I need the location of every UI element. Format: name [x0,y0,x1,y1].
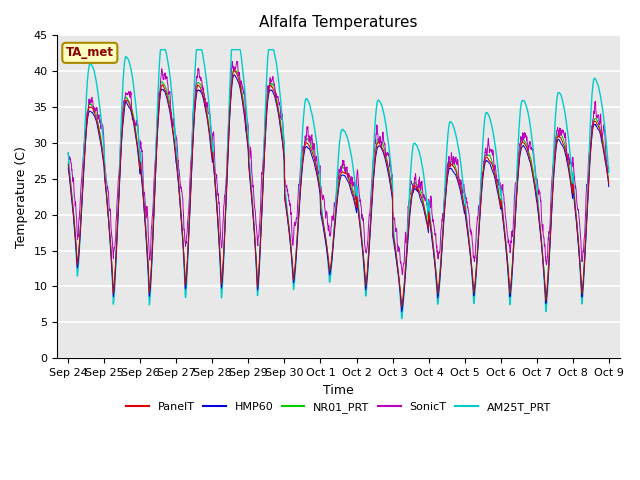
NR01_PRT [230,65,237,71]
SonicT [65,150,72,156]
NR01_PRT [328,259,335,264]
NR01_PRT [589,118,597,123]
Line: AM25T_PRT: AM25T_PRT [68,50,609,319]
SonicT [398,272,406,277]
PanelT [65,161,72,167]
SonicT [590,110,598,116]
NR01_PRT [65,159,72,165]
PanelT [590,120,598,126]
AM25T_PRT [157,47,164,53]
Title: Alfalfa Temperatures: Alfalfa Temperatures [259,15,418,30]
AM25T_PRT [65,150,72,156]
SonicT [491,168,499,173]
PanelT [398,304,406,310]
PanelT [230,68,238,73]
HMP60 [398,309,406,314]
PanelT [92,114,100,120]
HMP60 [590,122,598,128]
Line: HMP60: HMP60 [68,75,609,312]
HMP60 [328,262,335,267]
PanelT [313,168,321,174]
HMP60 [589,123,597,129]
SonicT [328,224,335,229]
AM25T_PRT [313,144,321,149]
HMP60 [605,184,612,190]
NR01_PRT [398,305,406,311]
SonicT [589,115,597,121]
HMP60 [230,72,238,78]
Line: PanelT: PanelT [68,71,609,307]
Y-axis label: Temperature (C): Temperature (C) [15,146,28,248]
HMP60 [92,117,100,122]
NR01_PRT [605,179,612,184]
NR01_PRT [491,168,499,174]
Line: NR01_PRT: NR01_PRT [68,68,609,308]
PanelT [491,170,499,176]
AM25T_PRT [605,169,612,175]
AM25T_PRT [328,265,335,271]
HMP60 [491,173,499,179]
AM25T_PRT [589,79,597,84]
PanelT [328,259,335,264]
AM25T_PRT [590,77,598,83]
SonicT [605,165,612,170]
HMP60 [65,165,72,171]
NR01_PRT [313,166,321,172]
SonicT [313,160,321,166]
AM25T_PRT [398,316,406,322]
Legend: PanelT, HMP60, NR01_PRT, SonicT, AM25T_PRT: PanelT, HMP60, NR01_PRT, SonicT, AM25T_P… [122,397,555,417]
X-axis label: Time: Time [323,384,354,396]
PanelT [605,180,612,186]
PanelT [589,121,597,127]
Text: TA_met: TA_met [66,47,114,60]
HMP60 [313,172,321,178]
NR01_PRT [590,117,598,123]
AM25T_PRT [491,138,499,144]
Line: SonicT: SonicT [68,61,609,275]
NR01_PRT [92,109,100,115]
AM25T_PRT [92,76,100,82]
SonicT [228,59,236,64]
SonicT [92,108,100,114]
